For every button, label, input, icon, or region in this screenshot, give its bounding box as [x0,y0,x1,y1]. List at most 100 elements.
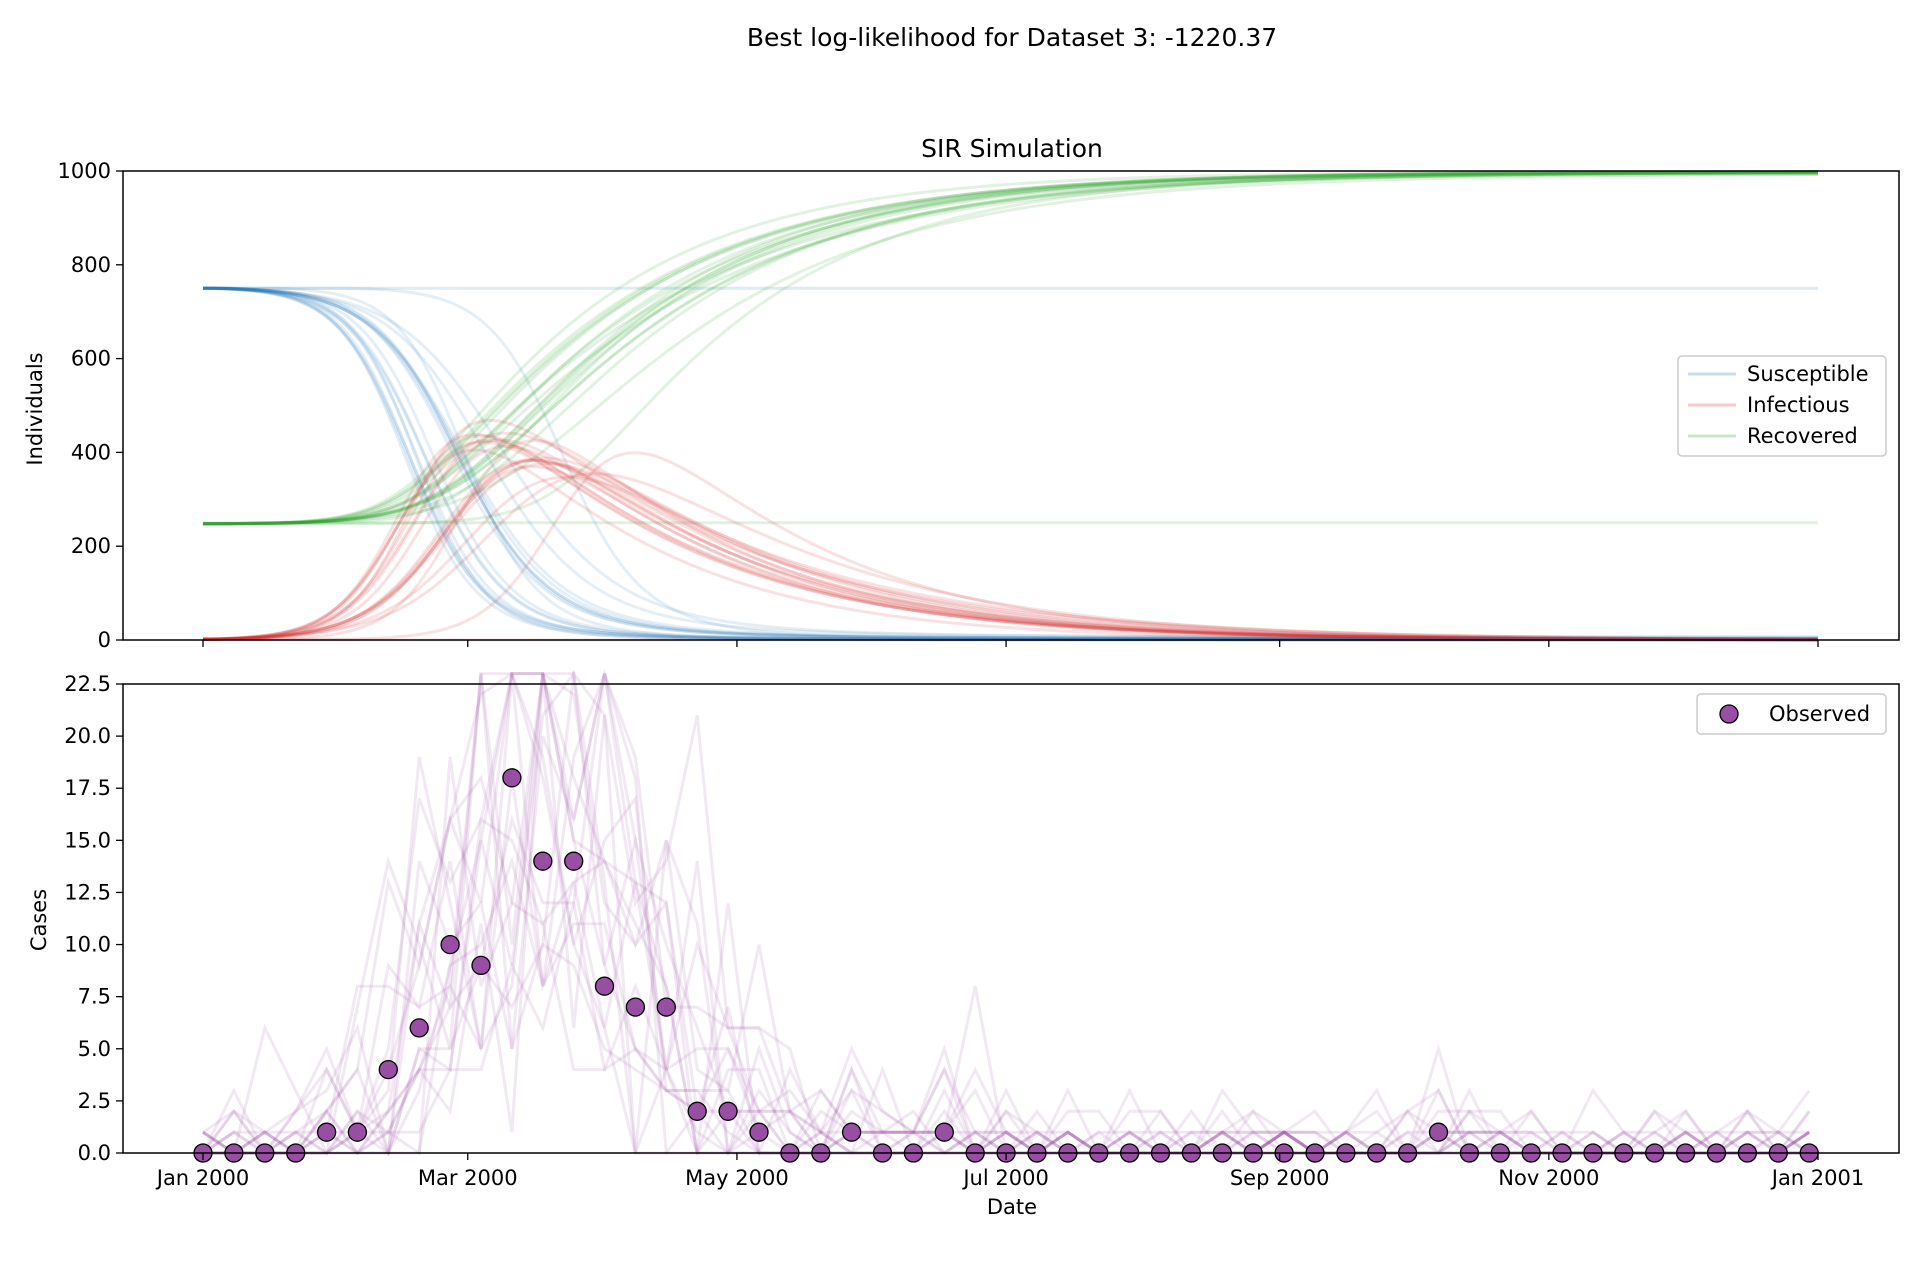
infectious-line [203,475,1818,642]
observed-point [316,1122,337,1142]
bottom-y-tick-label: 20.0 [64,724,111,748]
bottom-y-tick-label: 5.0 [78,1037,111,1061]
figure-suptitle: Best log-likelihood for Dataset 3: -1220… [747,23,1277,52]
observed-point [564,851,584,871]
observed-point [841,1122,862,1142]
observed-point [533,851,553,871]
bottom-y-tick-label: 7.5 [78,985,111,1009]
observed-point [594,976,615,996]
infectious-line [203,438,1818,642]
infectious-line [203,438,1818,641]
sir-simulation-title: SIR Simulation [921,134,1103,163]
recovered-line [203,173,1818,526]
bottom-x-axis-label: Date [987,1195,1037,1219]
infectious-line [203,444,1818,642]
observed-point [656,997,676,1017]
top-plot-frame [122,170,1900,641]
simulated-cases-line [203,673,1811,1156]
infectious-line [203,458,1818,642]
top-y-tick-label: 400 [71,440,111,464]
bottom-y-tick-label: 17.5 [64,776,111,800]
simulated-cases-line [202,774,1811,1156]
recovered-line [203,171,1818,526]
infectious-line [203,432,1818,642]
recovered-line [203,171,1818,526]
susceptible-line [203,286,1818,639]
recovered-line [203,170,1819,526]
recovered-line [203,170,1818,526]
bottom-x-tick-label: May 2000 [685,1166,789,1190]
susceptible-line [203,286,1818,641]
observed-point [347,1122,368,1142]
bottom-x-tick-label: Jan 2001 [1770,1166,1865,1190]
legend-label-recovered: Recovered [1747,424,1858,448]
observed-point [687,1101,707,1121]
observed-legend: Observed [1696,693,1887,735]
recovered-line [203,171,1818,526]
simulated-cases-line [203,672,1811,1156]
observed-point [934,1122,954,1142]
susceptible-line [203,286,1818,641]
susceptible-line [203,286,1818,640]
bottom-x-tick-label: Jan 2000 [155,1166,250,1190]
susceptible-line [203,286,1818,641]
infectious-line [203,440,1818,642]
recovered-line [203,170,1818,526]
recovered-line [203,170,1818,526]
bottom-x-tick-label: Mar 2000 [418,1166,518,1190]
top-y-axis-label: Individuals [23,352,47,465]
bottom-y-tick-label: 22.5 [64,672,111,696]
top-y-tick-label: 1000 [58,159,111,183]
susceptible-line [203,286,1818,641]
top-x-ticks [202,640,1819,647]
top-y-ticks: 0 200 400 600 800 1000 [58,159,123,652]
sir-simulation-panel: SIR Simulation Individuals 0 200 400 600 800… [23,134,1900,652]
simulated-cases-line [202,672,1810,1156]
top-y-tick-label: 800 [71,253,111,277]
recovered-line [203,171,1818,526]
observed-point [625,997,646,1017]
bottom-y-tick-label: 0.0 [78,1141,111,1165]
recovered-line [203,171,1818,526]
bottom-y-tick-label: 2.5 [78,1089,111,1113]
top-y-tick-label: 0 [98,628,111,652]
infectious-line [203,451,1818,642]
infectious-line [203,472,1818,641]
bottom-y-tick-label: 15.0 [64,828,111,852]
susceptible-line [203,286,1818,640]
recovered-line [203,171,1818,526]
observed-point [502,768,522,788]
bottom-y-tick-label: 10.0 [64,933,111,957]
infectious-line [203,458,1819,642]
infectious-line [203,418,1818,641]
bottom-y-ticks: 0.0 2.5 5.0 7.5 10.0 12.5 15.0 17.5 20.0 22.5 [64,672,123,1165]
infectious-line [203,438,1818,642]
cases-panel: Cases Date 0.0 2.5 5.0 7.5 10.0 12.5 15.0 17.5 2… [27,668,1900,1219]
observed-point [409,1018,429,1038]
recovered-line [203,170,1818,526]
sir-legend-box [1677,355,1887,457]
recovered-line [203,170,1818,526]
bottom-x-ticks: Jan 2000 Mar 2000 May 2000 Jul 2000 Sep 2000… [155,1153,1865,1190]
observed-point [378,1059,398,1080]
legend-marker-observed [1719,704,1739,724]
infectious-line [203,434,1819,642]
observed-legend-box [1696,693,1887,735]
infectious-line [203,459,1818,642]
legend-label-susceptible: Susceptible [1747,362,1869,386]
bottom-x-tick-label: Jul 2000 [961,1166,1048,1190]
legend-label-observed: Observed [1769,702,1870,726]
bottom-x-tick-label: Nov 2000 [1498,1166,1599,1190]
observed-point [440,934,460,955]
recovered-line [203,173,1818,526]
observed-point [749,1122,769,1142]
susceptible-line [203,286,1818,641]
recovered-line [203,170,1818,526]
infectious-line [203,456,1818,641]
susceptible-line [203,286,1818,639]
susceptible-line [203,286,1818,640]
infectious-line [203,465,1818,642]
observed-case-points [193,768,1819,1163]
sir-legend: Susceptible Infectious Recovered [1677,355,1887,457]
